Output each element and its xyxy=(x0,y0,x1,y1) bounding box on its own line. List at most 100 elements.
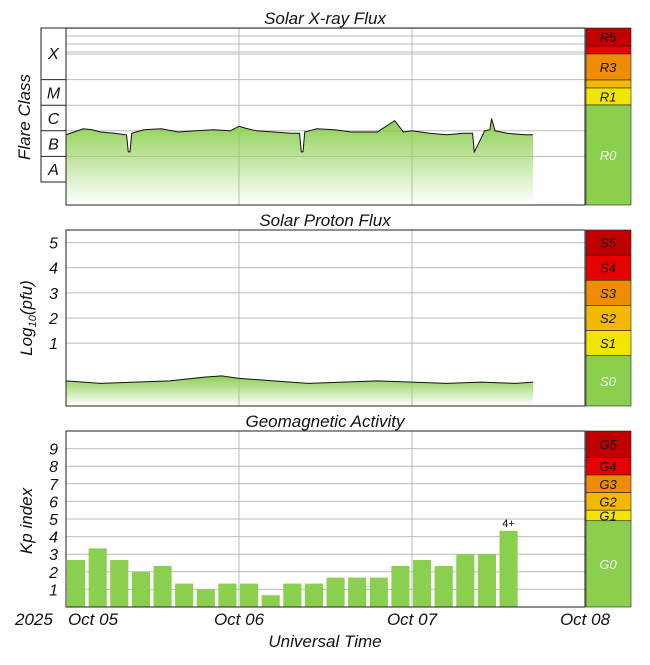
s-scale-segment xyxy=(585,305,632,331)
kp-bar xyxy=(434,565,453,607)
proton-ylabel-sub: 10 xyxy=(27,314,39,327)
kp-annotation: 4+ xyxy=(502,518,515,530)
proton-ylabel-main: Log xyxy=(17,327,36,356)
kp-bars: 4+ xyxy=(67,518,518,607)
s-scale-label: S4 xyxy=(600,261,616,276)
s-scale-label: S3 xyxy=(600,286,617,301)
s-scale-label: S2 xyxy=(600,311,617,326)
kp-y-tick: 3 xyxy=(49,547,58,564)
kp-y-tick: 4 xyxy=(49,530,58,547)
r-scale-label: R1 xyxy=(600,90,617,105)
kp-plot-frame xyxy=(65,430,586,608)
g-scale-label: G4 xyxy=(599,459,616,474)
proton-title: Solar Proton Flux xyxy=(259,211,391,230)
flare-class-c: C xyxy=(48,111,60,128)
s-scale-label: S0 xyxy=(600,374,617,389)
kp-bar xyxy=(326,577,345,607)
kp-y-tick: 8 xyxy=(49,459,58,476)
kp-grid xyxy=(66,431,585,607)
proton-series xyxy=(65,375,534,406)
kp-y-tick: 6 xyxy=(49,494,58,511)
flare-class-a: A xyxy=(47,162,59,179)
g-scale-label: G2 xyxy=(599,494,617,509)
r-scale-label: R3 xyxy=(600,60,617,75)
kp-bar xyxy=(369,577,388,607)
s-scale-label: S5 xyxy=(600,236,617,251)
kp-bar xyxy=(110,560,129,607)
proton-ylabel: Log10(pfu) xyxy=(17,280,39,356)
kp-bar xyxy=(261,595,280,607)
r-scale-label: R0 xyxy=(600,148,617,163)
g-scale-segment xyxy=(585,520,632,608)
proton-flux-line xyxy=(65,375,534,384)
xray-flux-area xyxy=(66,118,534,205)
kp-bar xyxy=(499,530,518,607)
proton-flux-area xyxy=(66,375,534,406)
kp-bar xyxy=(153,565,172,607)
kp-bar xyxy=(196,589,215,607)
proton-plot-frame xyxy=(65,229,586,407)
proton-y-ticks: 1 2 3 4 5 xyxy=(48,236,58,354)
s-scale-label: S1 xyxy=(600,336,616,351)
proton-y-tick: 5 xyxy=(49,236,58,253)
proton-y-tick: 3 xyxy=(49,286,58,303)
radiation-storm-scale: S5 S4 S3 S2 S1 S0 xyxy=(585,229,632,407)
s-scale-segment xyxy=(585,279,632,306)
g-scale-label: G1 xyxy=(599,508,616,523)
x-tick-label: Oct 08 xyxy=(560,610,611,629)
g-scale-label: G5 xyxy=(599,437,617,452)
kp-bar xyxy=(477,554,496,607)
x-tick-label: Oct 05 xyxy=(68,610,119,629)
kp-bar xyxy=(304,583,323,607)
kp-bar xyxy=(348,577,367,607)
kp-y-tick: 2 xyxy=(48,565,58,582)
proton-y-tick: 2 xyxy=(48,311,58,328)
kp-bar xyxy=(175,583,194,607)
kp-bar xyxy=(413,560,432,607)
kp-bar xyxy=(240,583,259,607)
proton-grid xyxy=(66,230,585,406)
proton-ylabel-rest: (pfu) xyxy=(17,280,36,315)
s-scale-segment xyxy=(585,254,632,281)
s-scale-segment xyxy=(585,355,632,407)
g-scale-segment xyxy=(585,430,632,458)
kp-y-tick: 5 xyxy=(49,512,58,529)
kp-bar xyxy=(283,583,302,607)
x-tick-label: Oct 06 xyxy=(214,610,265,629)
kp-bar xyxy=(391,565,410,607)
geomag-ylabel: Kp index xyxy=(17,487,36,554)
year-label: 2025 xyxy=(14,610,53,629)
xray-ylabel: Flare Class xyxy=(15,74,34,160)
proton-y-tick: 4 xyxy=(49,261,58,278)
r-scale-segment xyxy=(585,79,632,89)
kp-bar xyxy=(88,548,107,607)
kp-bar xyxy=(67,560,86,607)
flare-class-b: B xyxy=(48,137,59,154)
s-scale-segment xyxy=(585,330,632,357)
proton-y-tick: 1 xyxy=(49,336,58,353)
kp-y-tick: 9 xyxy=(49,442,58,459)
r-scale-segment xyxy=(585,45,632,55)
kp-y-tick: 7 xyxy=(49,477,59,494)
xray-flux-line xyxy=(65,118,534,154)
g-scale-label: G0 xyxy=(599,557,617,572)
xray-title: Solar X-ray Flux xyxy=(264,9,386,28)
kp-bar xyxy=(131,571,150,607)
r-scale-label: R5 xyxy=(600,30,617,45)
kp-bar xyxy=(218,583,237,607)
r-scale-segment xyxy=(585,104,632,206)
kp-bar xyxy=(456,554,475,607)
g-scale-label: G3 xyxy=(599,477,617,492)
flare-class-x: X xyxy=(47,46,60,63)
geomag-title: Geomagnetic Activity xyxy=(245,412,406,431)
x-tick-labels: Oct 05 Oct 06 Oct 07 Oct 08 xyxy=(68,610,611,629)
kp-y-tick: 1 xyxy=(49,582,58,599)
xray-series xyxy=(65,118,534,205)
x-axis-label: Universal Time xyxy=(268,632,381,651)
x-tick-label: Oct 07 xyxy=(387,610,438,629)
